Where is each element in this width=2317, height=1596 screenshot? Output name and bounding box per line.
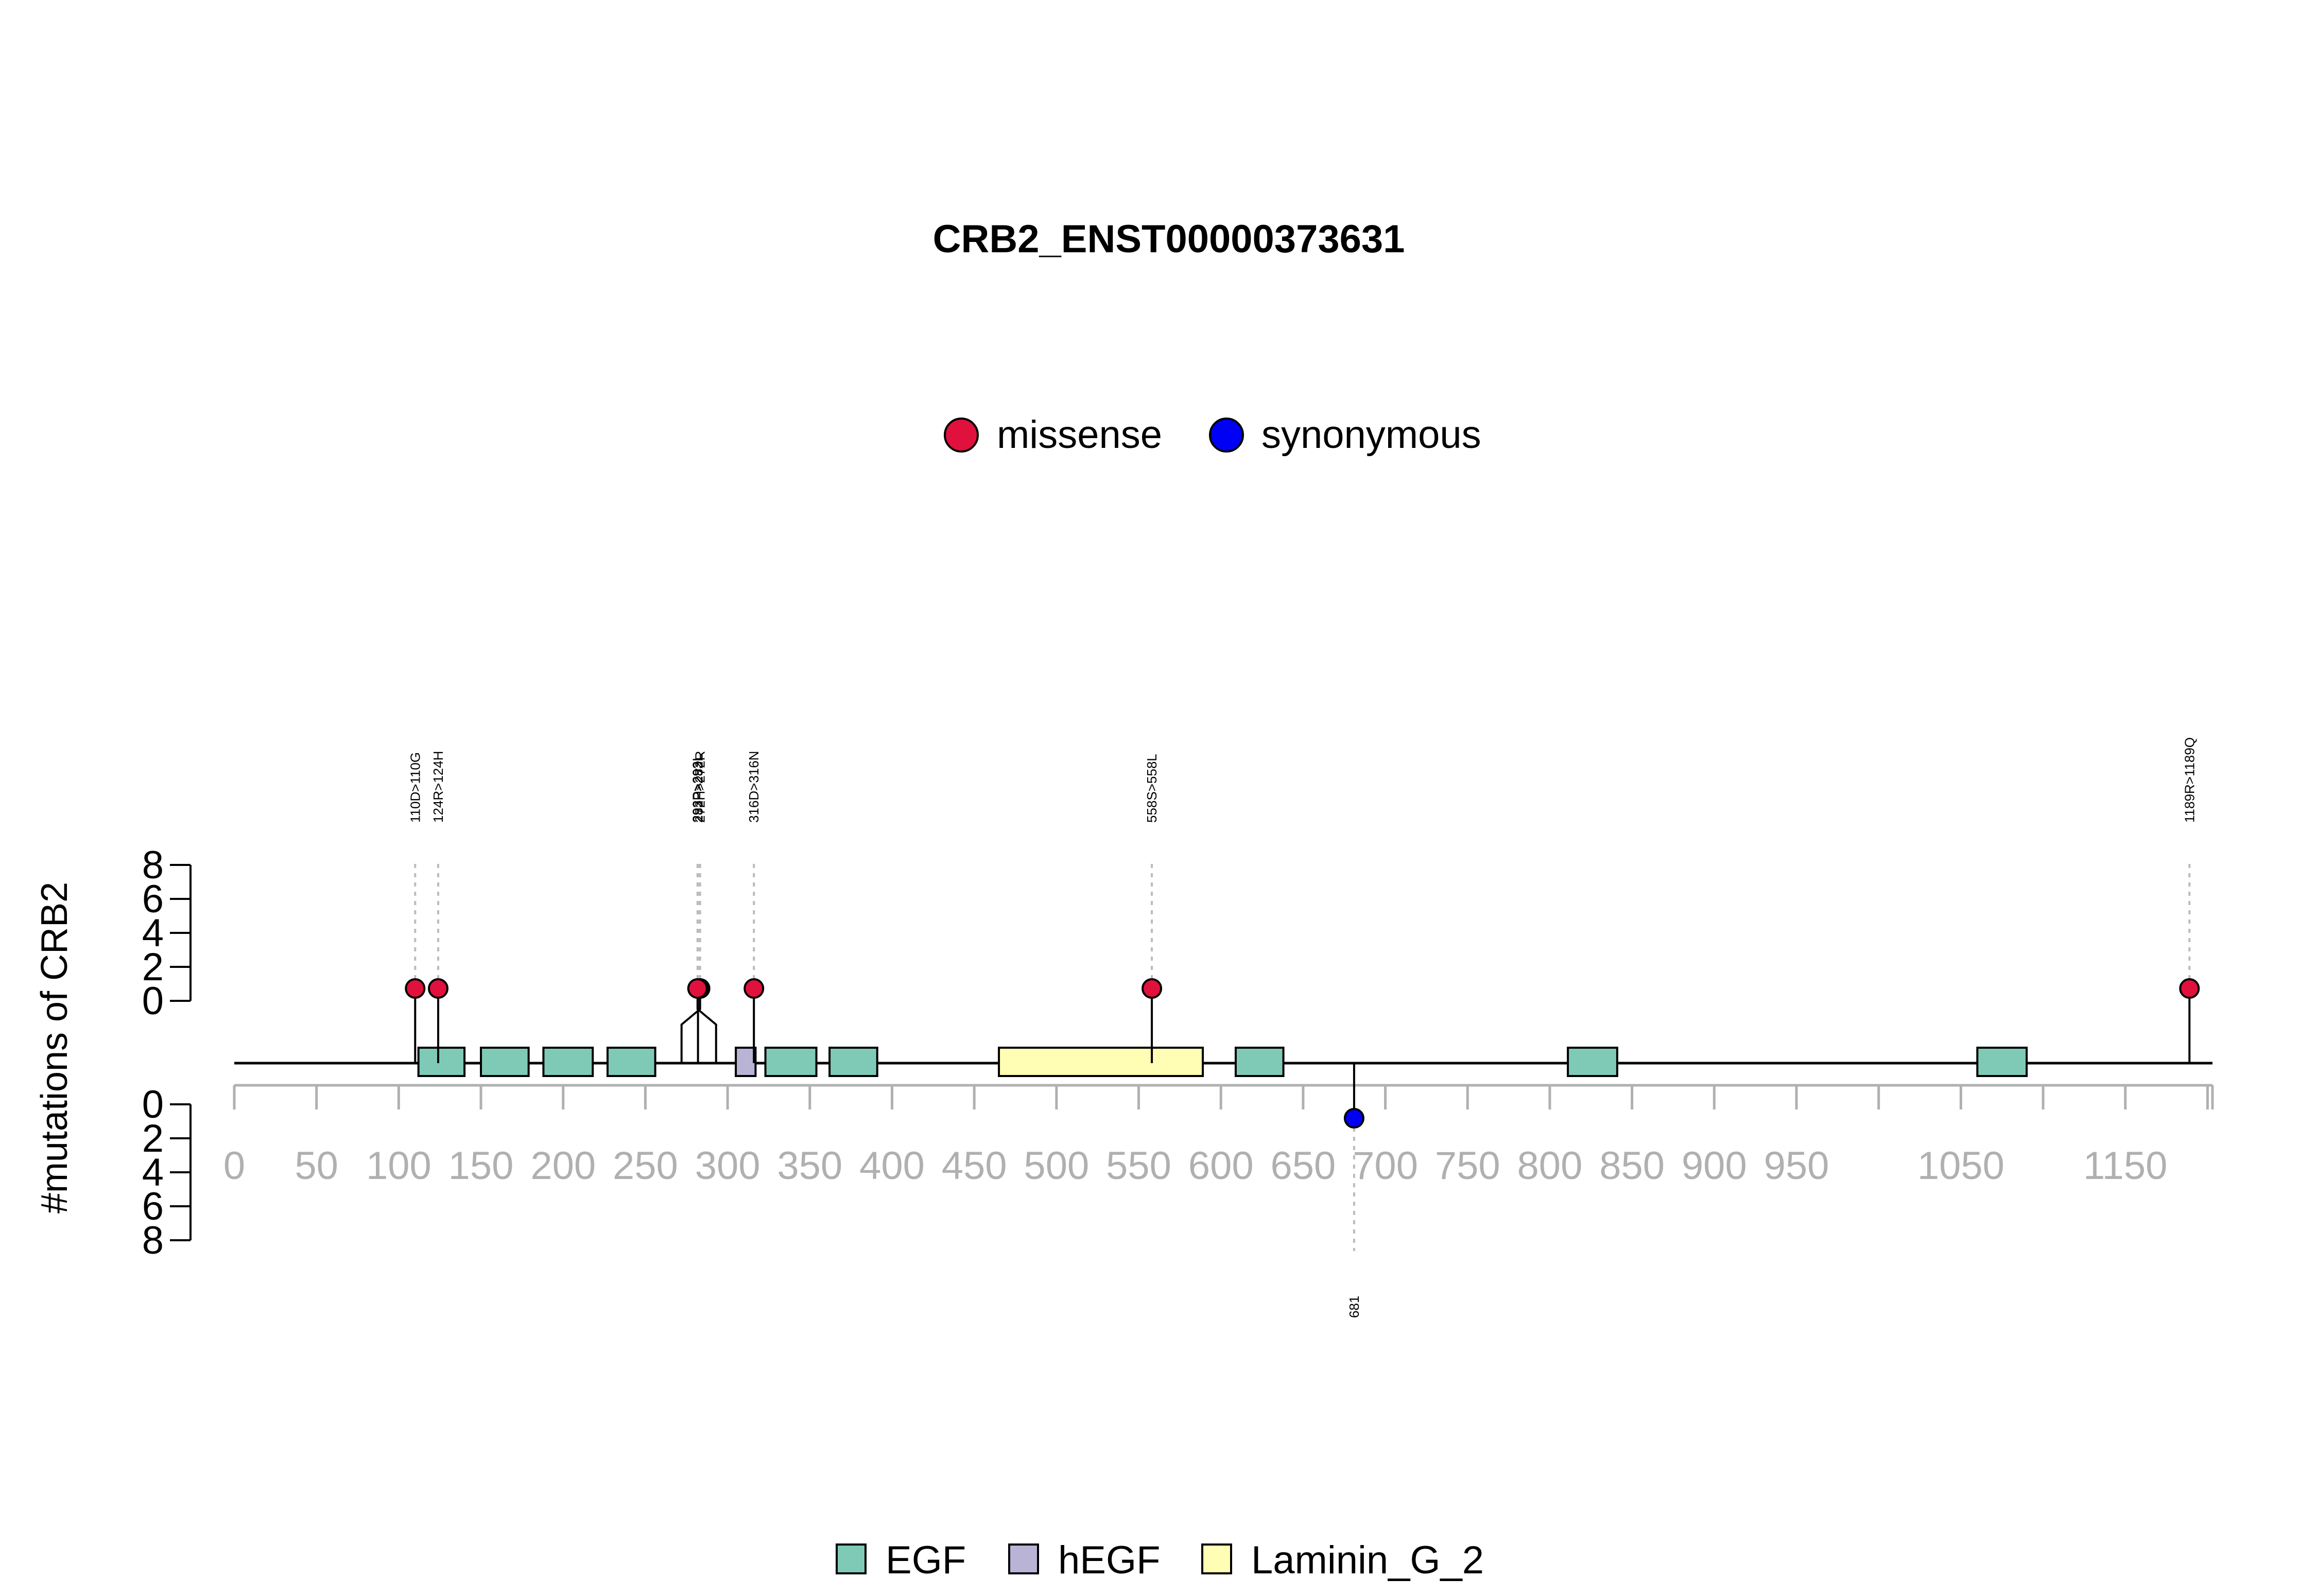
mutation-legend: missense synonymous [944,413,1481,457]
upper-y-tick-label: 4 [142,911,164,955]
mutation-point [405,978,426,999]
mutation-point [1142,978,1163,999]
x-tick-label: 650 [1270,1144,1336,1188]
x-tick-label: 850 [1599,1144,1665,1188]
mutation-label: 272H>272R [693,751,708,823]
mutation-label: 282P>282L [690,754,706,823]
domain-legend: EGF hEGF Laminin_G_2 [836,1538,1484,1582]
legend-missense-label: missense [997,413,1162,457]
x-tick-label: 900 [1682,1144,1747,1188]
x-tick-label: 350 [777,1144,842,1188]
mutation-label: 293P>293L [690,754,705,823]
x-tick-label: 1050 [1917,1144,2004,1188]
mutation-label: 681 [1346,1296,1362,1318]
lower-y-tick-label: 4 [142,1151,164,1194]
x-tick-label: 300 [695,1144,760,1188]
x-tick-label: 100 [366,1144,431,1188]
x-tick-label: 50 [295,1144,338,1188]
mutation-label: 110D>110G [407,752,423,823]
legend-synonymous-marker [1209,418,1244,453]
x-axis: 0 50 100 150 200 250 300 350 400 450 500 550 600 650 7… [223,1084,2214,1188]
domain-hegf [735,1047,757,1077]
x-tick-label: 950 [1764,1144,1829,1188]
x-tick-label: 150 [448,1144,514,1188]
upper-y-tick-label: 8 [142,843,164,887]
lower-y-tick-label: 2 [142,1117,164,1160]
legend-egf-swatch [836,1543,867,1574]
domain-egf [480,1047,530,1077]
domain-egf [417,1047,466,1077]
lower-y-tick-label: 8 [142,1219,164,1262]
lower-y-tick-label: 6 [142,1185,164,1228]
x-tick-label: 1150 [2083,1144,2167,1188]
mutation-label: 316D>316N [746,751,762,823]
x-tick-label: 250 [613,1144,678,1188]
upper-y-tick-label: 2 [142,945,164,989]
domain-egf [1567,1047,1618,1077]
legend-hegf-label: hEGF [1058,1538,1161,1582]
x-tick-label: 750 [1435,1144,1500,1188]
legend-missense-marker [944,418,979,453]
x-tick-label: 400 [859,1144,925,1188]
mutation-point [2179,978,2200,999]
legend-laminin-label: Laminin_G_2 [1251,1538,1484,1582]
domain-egf [1976,1047,2028,1077]
domain-laminin-g-2 [998,1047,1204,1077]
mutation-point [428,978,449,999]
x-tick-label: 500 [1024,1144,1089,1188]
x-tick-label: 450 [942,1144,1007,1188]
lower-y-tick-label: 0 [142,1083,164,1126]
mutations: 110D>110G 124R>124H 272H>272R282P>282L293P… [405,737,2200,1318]
x-tick-label: 700 [1353,1144,1418,1188]
upper-y-tick-label: 0 [142,979,164,1023]
protein-domains [417,1047,2028,1077]
chart-title: CRB2_ENST00000373631 [933,217,1405,261]
domain-egf [542,1047,594,1077]
x-tick-label: 800 [1517,1144,1583,1188]
upper-y-tick-label: 6 [142,877,164,921]
domain-egf [828,1047,878,1077]
domain-egf [606,1047,656,1077]
x-tick-label: 0 [223,1144,245,1188]
mutation-point [743,978,765,999]
mutation-label: 1189R>1189Q [2182,737,2197,823]
legend-laminin-swatch [1201,1543,1232,1574]
y-axis-label: #mutations of CRB2 [34,882,75,1213]
mutation-label: 558S>558L [1144,754,1160,823]
x-tick-label: 550 [1106,1144,1171,1188]
x-tick-label: 600 [1188,1144,1254,1188]
mutation-point [1343,1108,1364,1129]
legend-egf-label: EGF [886,1538,966,1582]
domain-egf [1234,1047,1285,1077]
mutation-point [687,978,708,999]
legend-hegf-swatch [1008,1543,1039,1574]
x-tick-label: 200 [530,1144,596,1188]
mutation-label: 124R>124H [430,751,446,823]
legend-synonymous-label: synonymous [1261,413,1481,457]
domain-egf [764,1047,818,1077]
